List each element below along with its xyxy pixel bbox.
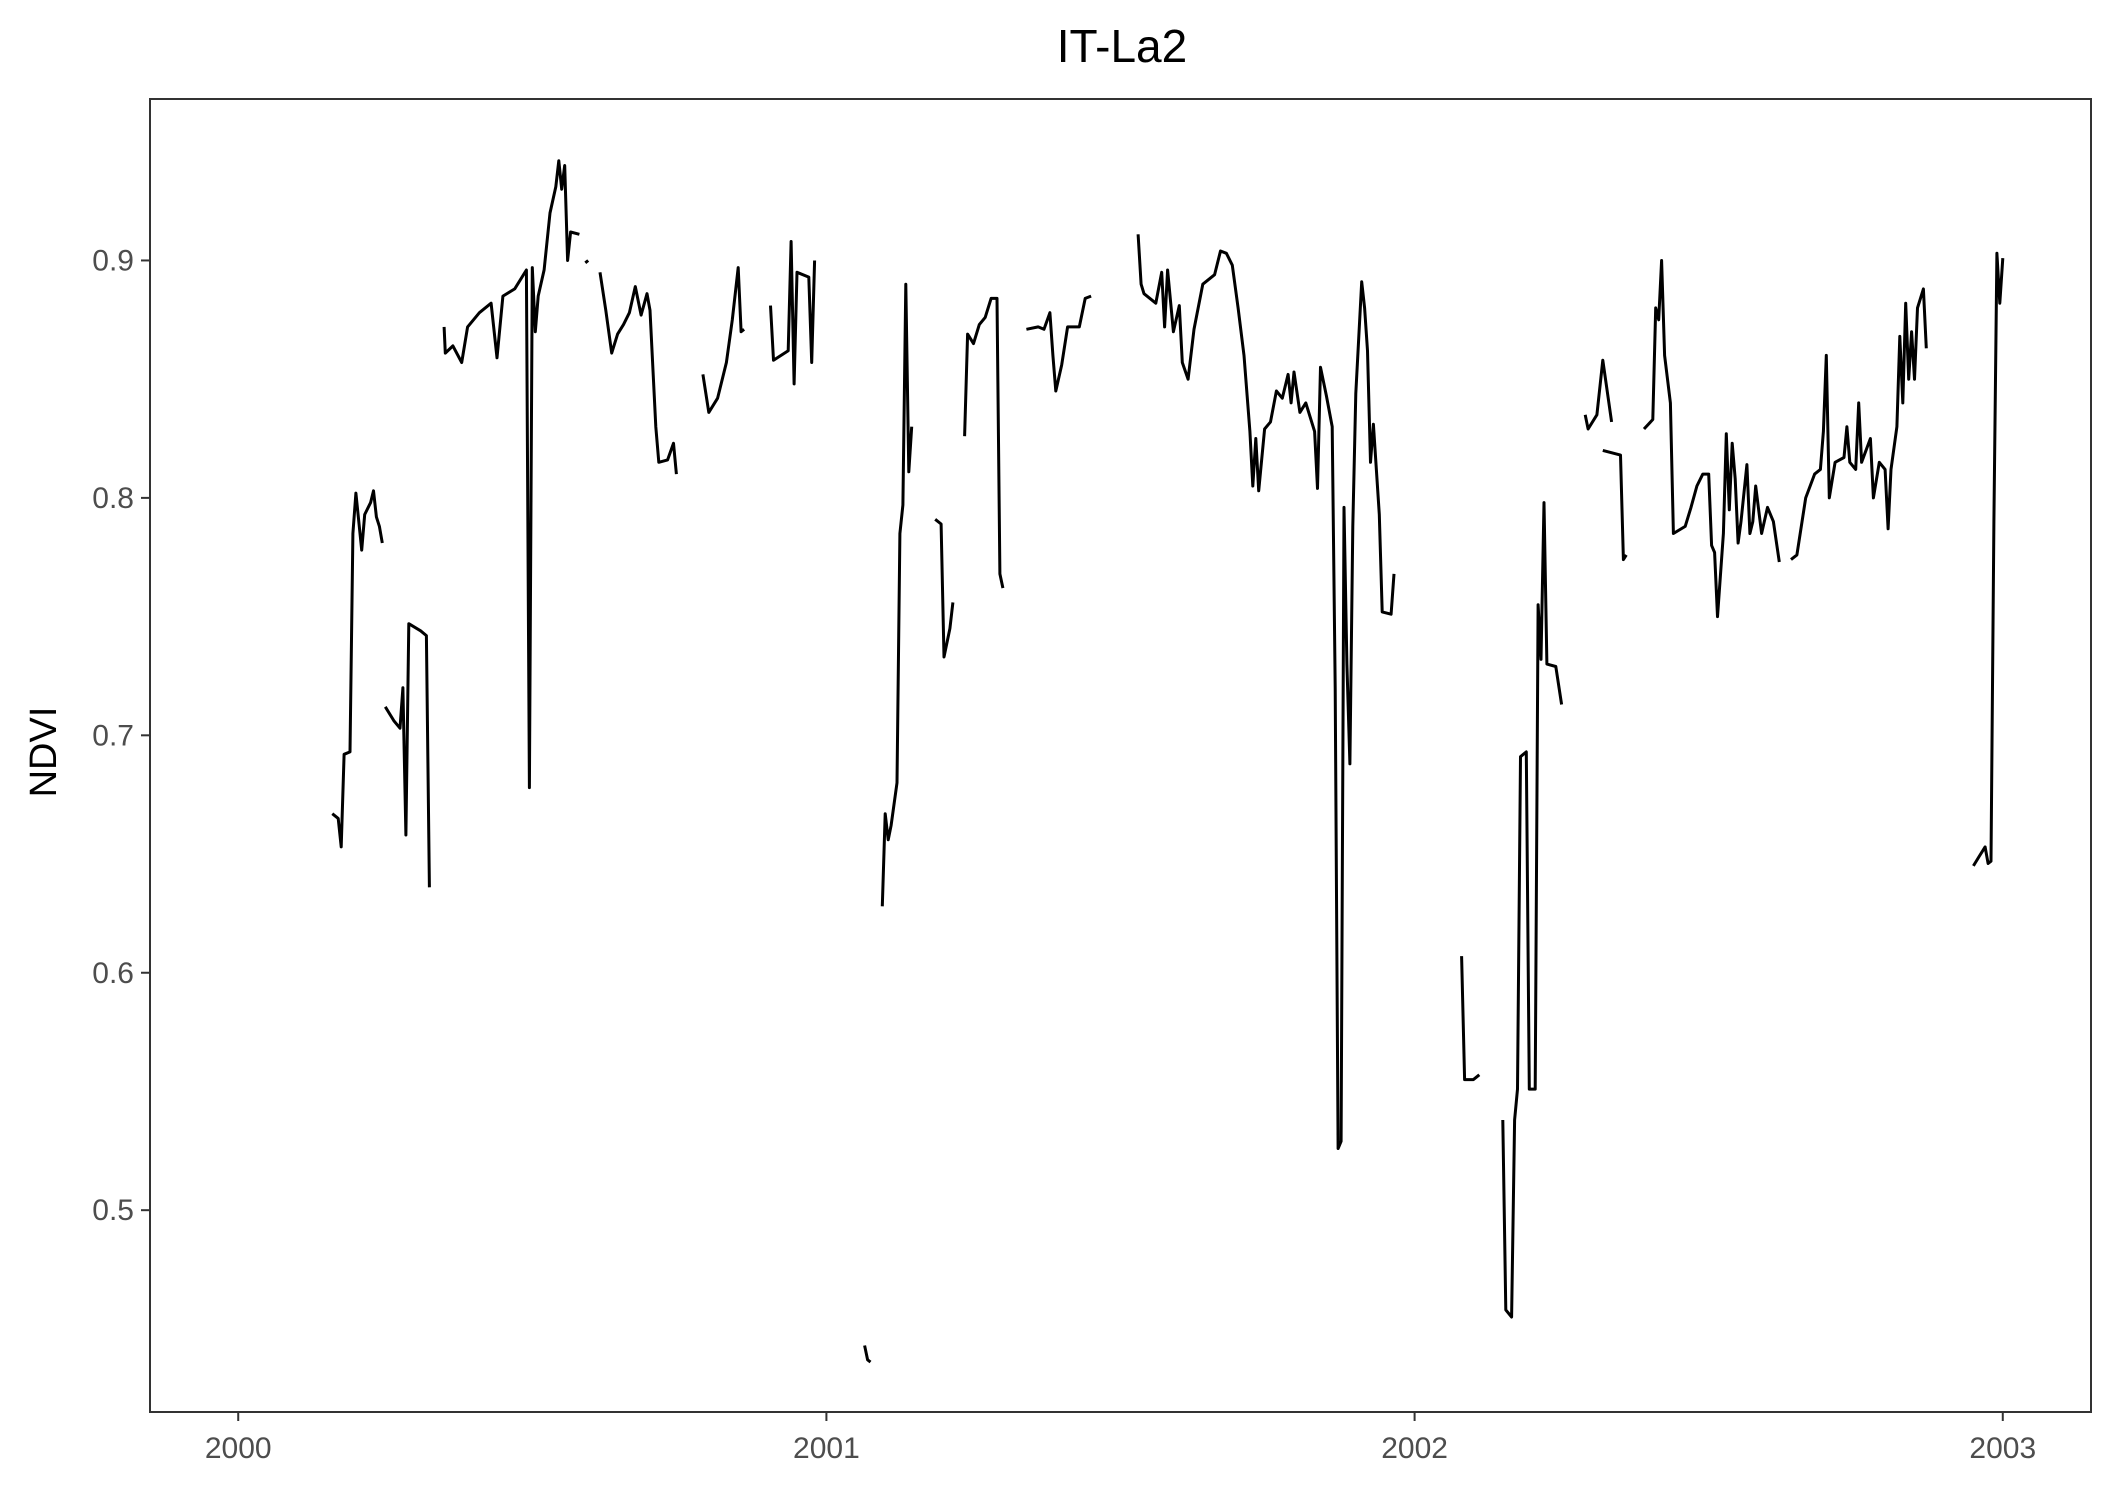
ndvi-line-segment xyxy=(1583,358,1614,431)
ndvi-line-segment xyxy=(1026,294,1092,393)
chart-title: IT-La2 xyxy=(1057,20,1187,72)
ndvi-line-segment xyxy=(1972,251,2005,867)
x-tick-label: 2002 xyxy=(1381,1432,1448,1465)
x-tick-label: 2000 xyxy=(205,1432,272,1465)
ndvi-line-segment xyxy=(934,518,955,659)
ndvi-line-segment xyxy=(863,1345,872,1364)
x-tick-label: 2003 xyxy=(1969,1432,2036,1465)
ndvi-line-segment xyxy=(1602,448,1628,562)
y-tick-label: 0.6 xyxy=(92,957,134,990)
y-tick-label: 0.5 xyxy=(92,1194,134,1227)
ndvi-line-segment xyxy=(584,259,590,264)
ndvi-series xyxy=(331,159,2005,1364)
ndvi-line-segment xyxy=(1460,956,1481,1082)
ndvi-line-segment xyxy=(880,282,914,907)
ndvi-line-segment xyxy=(963,296,1005,589)
ndvi-line-segment xyxy=(331,489,384,849)
ndvi-line-segment xyxy=(1501,501,1564,1319)
ndvi-line-segment xyxy=(769,240,817,386)
x-tick-label: 2001 xyxy=(793,1432,860,1465)
y-tick-label: 0.7 xyxy=(92,719,134,752)
ndvi-line-segment xyxy=(1136,234,1396,1150)
ndvi-line-segment xyxy=(442,159,580,790)
x-axis: 2000 2001 2002 2003 xyxy=(205,1412,2036,1465)
y-tick-label: 0.8 xyxy=(92,482,134,515)
ndvi-line-segment xyxy=(1642,259,1781,619)
y-axis: 0.5 0.6 0.7 0.8 0.9 xyxy=(92,244,150,1227)
ndvi-line-segment xyxy=(598,272,678,475)
plot-panel xyxy=(149,98,2092,1413)
ndvi-line-segment xyxy=(701,266,746,414)
y-axis-label: NDVI xyxy=(23,707,65,798)
y-tick-label: 0.9 xyxy=(92,244,134,277)
ndvi-line-segment xyxy=(384,622,431,888)
ndvi-line-segment xyxy=(1790,287,1928,561)
